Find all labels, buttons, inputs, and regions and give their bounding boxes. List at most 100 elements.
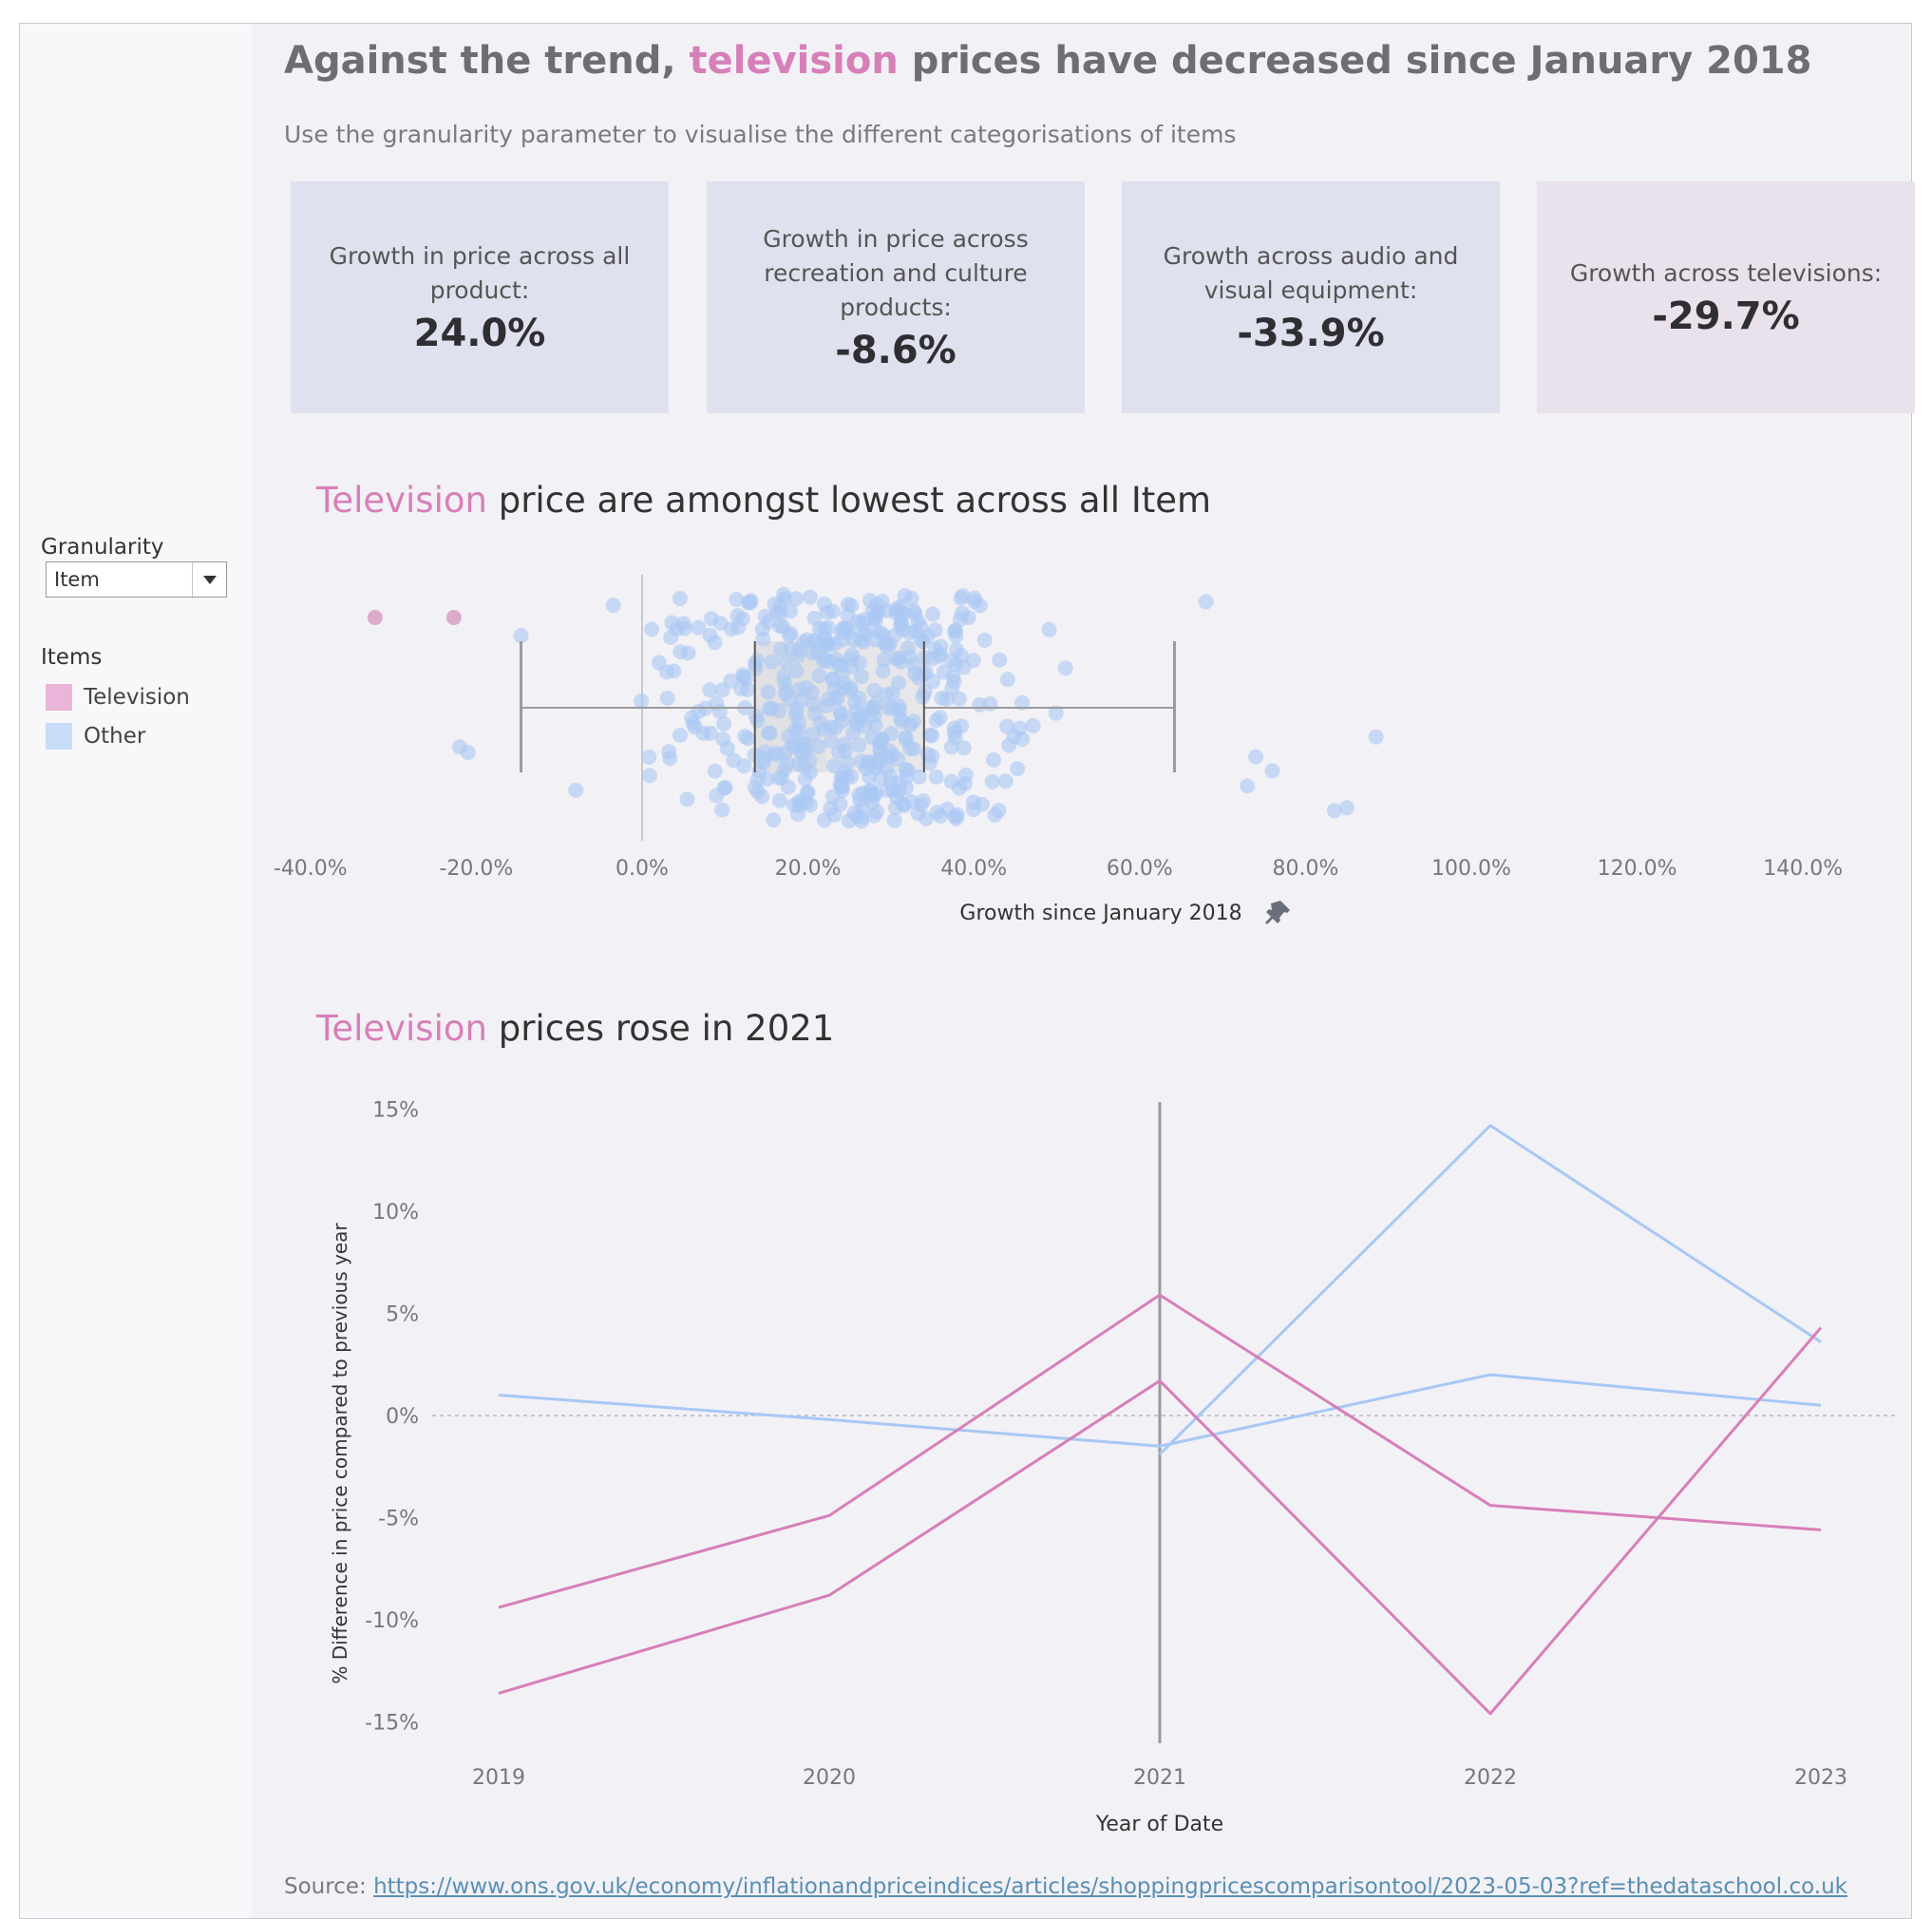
other-point — [833, 624, 849, 640]
other-point — [707, 763, 723, 779]
other-point — [825, 758, 842, 774]
kpi-label: Growth in price across all product: — [329, 242, 631, 304]
other-point — [751, 763, 767, 779]
other-point — [568, 782, 584, 798]
other-point — [892, 711, 908, 727]
other-point — [907, 665, 923, 681]
other-point — [824, 733, 840, 750]
other-point — [966, 594, 982, 610]
x-axis-label: Growth since January 2018 — [959, 902, 1241, 925]
other-point — [911, 769, 927, 785]
other-point — [1014, 694, 1031, 711]
other-point — [837, 736, 853, 752]
other-point — [818, 652, 834, 668]
granularity-value: Item — [54, 568, 100, 591]
television-point — [445, 610, 462, 625]
x-tick-label: 80.0% — [1272, 857, 1338, 881]
other-point — [864, 730, 881, 746]
other-point — [955, 588, 971, 604]
other-point — [843, 598, 860, 614]
legend-swatch-television — [46, 684, 72, 711]
other-series-line — [498, 1373, 1822, 1448]
chart1-title: Television price are amongst lowest acro… — [316, 480, 1211, 521]
other-point — [946, 720, 962, 736]
other-point — [893, 612, 909, 628]
other-point — [1041, 621, 1057, 637]
other-point — [691, 619, 707, 636]
other-point — [702, 627, 718, 643]
other-point — [787, 591, 804, 607]
other-point — [924, 728, 940, 744]
chevron-down-icon[interactable] — [192, 562, 226, 597]
other-point — [772, 618, 788, 635]
other-point — [847, 694, 863, 711]
x-tick-label: 2020 — [803, 1766, 856, 1790]
line-chart: 15% 10% 5% 0% -5% -10% -15% 2019 2020 2021 2022 202… — [329, 1092, 1897, 1836]
granularity-dropdown[interactable]: Item — [46, 561, 227, 598]
other-point — [451, 739, 467, 755]
other-point — [729, 608, 746, 624]
other-point — [816, 812, 832, 828]
other-point — [834, 779, 850, 795]
other-point — [883, 726, 900, 742]
other-point — [1198, 594, 1214, 610]
other-point — [915, 689, 931, 705]
other-point — [819, 604, 835, 620]
x-tick-label: 2022 — [1464, 1766, 1517, 1790]
x-tick-label: -40.0% — [274, 857, 348, 881]
other-point — [1240, 778, 1256, 794]
other-point — [605, 598, 621, 614]
source-label: Source: — [284, 1874, 374, 1899]
plot-area — [428, 1092, 1897, 1748]
x-tick-label: 2019 — [472, 1766, 525, 1790]
other-point — [807, 706, 824, 722]
title-prefix: Against the trend, — [284, 39, 690, 83]
other-point — [854, 808, 870, 825]
other-point — [832, 796, 848, 812]
other-point — [891, 650, 907, 666]
other-point — [843, 680, 859, 696]
other-point — [760, 684, 776, 700]
other-point — [957, 767, 974, 783]
other-point — [719, 740, 735, 756]
other-point — [776, 674, 792, 691]
other-point — [641, 749, 657, 765]
y-axis-label: % Difference in price compared to previo… — [329, 1223, 351, 1684]
other-point — [951, 691, 967, 707]
other-point — [927, 622, 943, 638]
other-point — [913, 632, 929, 648]
other-point — [987, 807, 1003, 823]
other-point — [868, 760, 884, 776]
other-point — [982, 695, 998, 712]
legend-swatch-other — [46, 723, 72, 750]
other-point — [956, 740, 972, 756]
other-point — [1012, 720, 1028, 736]
other-point — [852, 710, 868, 726]
other-point — [1057, 660, 1073, 676]
other-point — [933, 638, 949, 655]
other-point — [664, 615, 680, 631]
television-series-line — [498, 1293, 1822, 1609]
y-tick-label: 15% — [372, 1099, 419, 1123]
legend-item-other[interactable]: Other — [46, 722, 145, 750]
y-tick-label: 5% — [386, 1303, 419, 1327]
other-point — [790, 807, 806, 823]
source-link[interactable]: https://www.ons.gov.uk/economy/inflation… — [373, 1874, 1847, 1899]
other-point — [874, 594, 890, 610]
other-point — [866, 682, 882, 698]
other-point — [886, 812, 902, 828]
legend-label-television: Television — [84, 685, 190, 710]
other-point — [748, 653, 765, 669]
other-point — [932, 710, 948, 726]
other-point — [513, 628, 529, 644]
other-point — [887, 800, 903, 816]
other-point — [925, 674, 941, 690]
other-point — [890, 674, 906, 691]
other-point — [805, 645, 821, 661]
other-point — [662, 750, 678, 767]
other-point — [659, 690, 675, 706]
x-axis-label: Year of Date — [1095, 1813, 1223, 1836]
legend-item-television[interactable]: Television — [46, 683, 190, 712]
other-point — [948, 628, 964, 644]
other-point — [738, 671, 754, 687]
